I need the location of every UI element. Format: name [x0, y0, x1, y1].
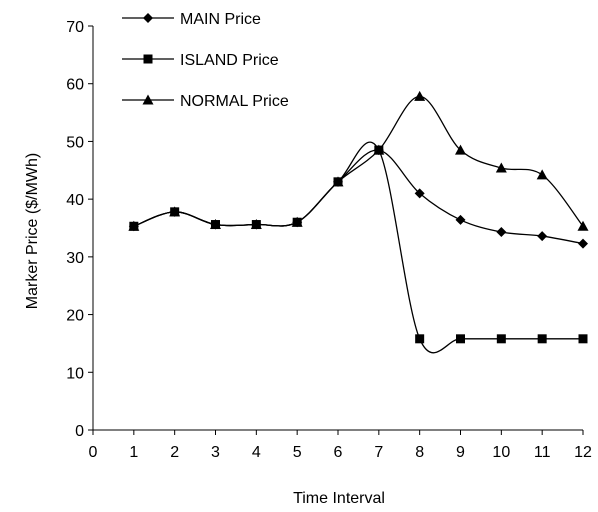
series-line-island — [133, 141, 583, 354]
axes — [92, 26, 583, 431]
point-island — [415, 334, 425, 344]
legend: MAIN Price ISLAND Price NORMAL Price — [122, 11, 289, 110]
y-tick-label: 70 — [66, 19, 84, 36]
point-island — [496, 334, 506, 344]
y-tick-label: 40 — [66, 192, 84, 209]
legend-marker-island — [143, 54, 153, 64]
point-normal — [414, 90, 426, 101]
x-axis-ticks: 0 1 2 3 4 5 6 7 8 9 10 11 12 — [89, 430, 592, 461]
legend-marker-normal — [142, 94, 154, 105]
x-tick-label: 7 — [374, 444, 383, 461]
series-line-main — [133, 149, 584, 245]
point-normal — [250, 219, 262, 230]
x-tick-label: 4 — [252, 444, 261, 461]
point-main — [455, 214, 466, 225]
point-island — [456, 334, 465, 344]
legend-item-main: MAIN Price — [122, 11, 261, 28]
point-normal — [495, 162, 507, 173]
point-normal — [332, 176, 344, 187]
point-normal — [169, 206, 181, 217]
legend-marker-main — [143, 13, 153, 23]
series-main — [128, 145, 588, 249]
point-normal — [210, 219, 221, 230]
point-normal — [455, 144, 466, 155]
x-tick-label: 11 — [534, 444, 551, 461]
point-main — [414, 188, 425, 199]
x-tick-label: 6 — [334, 444, 343, 461]
x-tick-label: 12 — [574, 444, 592, 461]
point-main — [496, 227, 507, 238]
y-axis-ticks: 0 10 20 30 40 50 60 70 — [66, 19, 93, 440]
point-normal — [128, 220, 140, 231]
point-normal — [536, 169, 548, 180]
y-tick-label: 0 — [75, 423, 84, 440]
y-tick-label: 30 — [66, 250, 84, 267]
point-normal — [577, 220, 589, 231]
series-island — [129, 141, 588, 354]
x-tick-label: 0 — [89, 444, 98, 461]
point-normal — [291, 216, 303, 227]
x-tick-label: 9 — [456, 444, 465, 461]
x-tick-label: 1 — [129, 444, 138, 461]
point-island — [537, 334, 547, 344]
y-tick-label: 50 — [66, 134, 84, 151]
x-tick-label: 10 — [492, 444, 510, 461]
point-main — [537, 231, 548, 242]
legend-label: ISLAND Price — [180, 52, 279, 69]
point-normal — [373, 144, 385, 155]
legend-label: MAIN Price — [180, 11, 261, 28]
y-tick-label: 60 — [66, 77, 84, 94]
series-normal — [128, 90, 589, 231]
series-layer — [128, 90, 589, 354]
x-axis-title: Time Interval — [293, 490, 385, 507]
x-tick-label: 5 — [293, 444, 302, 461]
point-main — [578, 238, 588, 249]
legend-item-normal: NORMAL Price — [122, 93, 289, 110]
y-tick-label: 10 — [66, 365, 84, 382]
point-island — [578, 334, 588, 344]
x-tick-label: 3 — [211, 444, 220, 461]
legend-label: NORMAL Price — [180, 93, 289, 110]
y-axis-title: Marker Price ($/MWh) — [24, 153, 41, 309]
y-tick-label: 20 — [66, 308, 84, 325]
x-tick-label: 8 — [415, 444, 424, 461]
legend-item-island: ISLAND Price — [122, 52, 279, 69]
x-tick-label: 2 — [170, 444, 179, 461]
